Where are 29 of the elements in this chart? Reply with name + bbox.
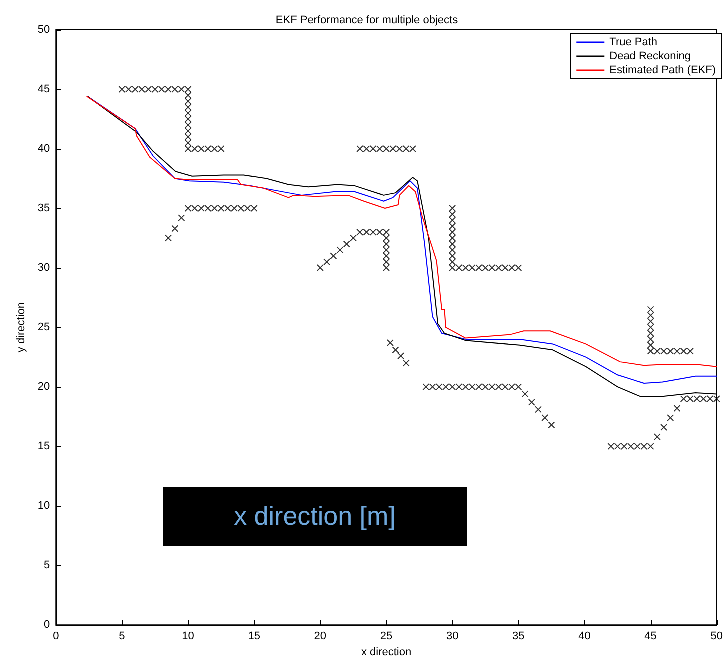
text-box: x direction [m] [163,487,467,546]
x-tick-label: 30 [446,630,459,643]
y-tick-label: 45 [38,84,50,96]
x-tick-label: 10 [182,630,194,643]
x-tick-label: 40 [578,630,591,643]
y-tick-label: 35 [38,202,50,215]
y-tick-label: 30 [38,262,50,274]
x-axis-title: x direction [361,646,412,658]
x-tick-label: 50 [710,630,724,643]
x-tick-label: 20 [314,630,327,643]
y-tick-label: 5 [44,560,50,572]
x-tick-label: 0 [53,630,60,643]
x-tick-label: 25 [380,630,393,643]
y-tick-label: 20 [38,381,50,394]
y-tick-label: 15 [38,440,50,453]
y-tick-label: 0 [44,619,50,632]
chart-title: EKF Performance for multiple objects [276,14,459,26]
y-axis-title: y direction [16,302,28,353]
x-tick-label: 35 [512,630,525,643]
x-tick-label: 5 [119,630,126,643]
legend-label: Estimated Path (EKF) [610,64,716,76]
y-tick-label: 40 [38,143,50,156]
legend-label: True Path [610,36,658,48]
legend-label: Dead Reckoning [610,50,691,62]
y-tick-label: 10 [38,500,50,512]
x-tick-label: 45 [644,630,657,643]
y-tick-label: 50 [38,24,50,36]
x-tick-label: 15 [248,630,260,643]
y-tick-label: 25 [38,322,50,334]
